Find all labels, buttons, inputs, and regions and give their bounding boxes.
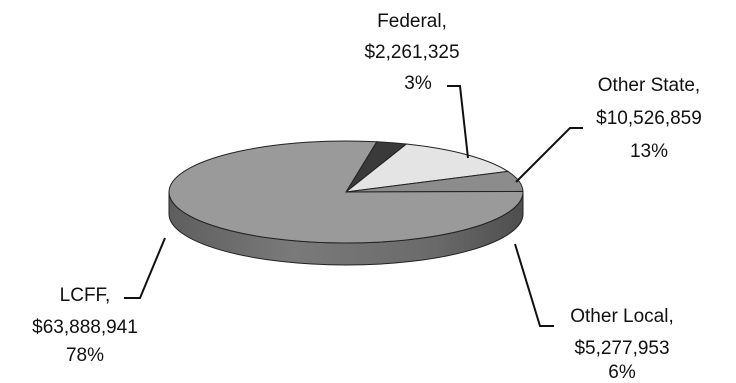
- label-other-state-value: $10,526,859: [596, 108, 702, 129]
- pie-slice-lcff: [168, 140, 524, 244]
- label-lcff-percent: 78%: [66, 345, 104, 366]
- leader-line-other-local: [514, 243, 554, 327]
- label-other-local-value: $5,277,953: [574, 338, 669, 359]
- leader-line-federal: [447, 85, 469, 159]
- label-federal: Federal, $2,261,325 3%: [364, 11, 459, 94]
- label-other-local: Other Local, $5,277,953 6%: [570, 306, 674, 383]
- leader-line-other-state: [515, 127, 583, 183]
- label-lcff-name: LCFF,: [60, 285, 111, 306]
- label-lcff-value: $63,888,941: [32, 317, 138, 338]
- label-lcff: LCFF, $63,888,941 78%: [32, 285, 138, 366]
- label-other-state-name: Other State,: [598, 75, 700, 96]
- label-other-local-percent: 6%: [608, 362, 636, 383]
- label-other-state-percent: 13%: [630, 141, 668, 162]
- label-federal-percent: 3%: [404, 73, 432, 94]
- label-other-local-name: Other Local,: [570, 306, 674, 327]
- leader-line-lcff: [124, 237, 166, 299]
- label-federal-value: $2,261,325: [364, 42, 459, 63]
- label-other-state: Other State, $10,526,859 13%: [596, 75, 702, 162]
- label-federal-name: Federal,: [377, 11, 447, 32]
